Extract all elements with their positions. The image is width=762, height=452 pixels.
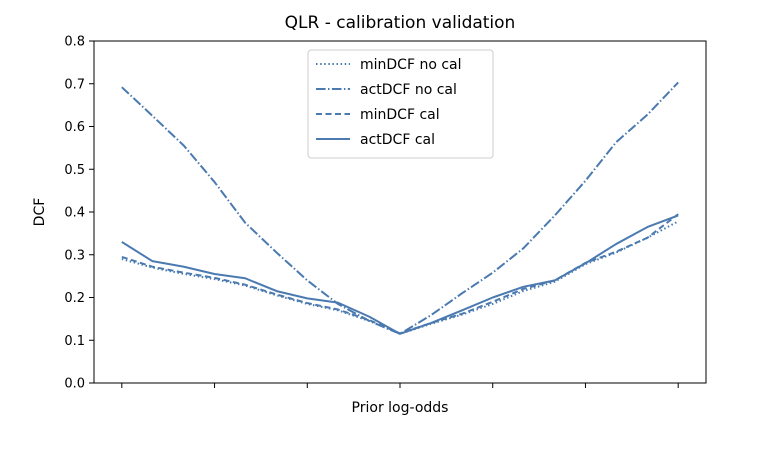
legend-label: actDCF cal [360,132,435,148]
plot-area-frame [93,40,707,384]
legend-label: actDCF no cal [360,82,457,98]
y-tick-label: 0.8 [64,35,85,50]
y-tick-label: 0.6 [64,120,85,135]
y-tick-label: 0.4 [64,206,85,221]
y-axis-ticks: 0.0 0.1 0.2 0.3 0.4 0.5 0.6 0.7 0.8 [64,35,94,392]
series-line-actdcf-cal [121,214,679,335]
y-axis-title: DCF [32,198,48,227]
legend: minDCF no cal actDCF no cal minDCF cal actD… [307,49,494,159]
legend-label: minDCF cal [360,107,440,123]
series-line-mindcf-cal [121,213,679,335]
y-tick-label: 0.7 [64,77,85,92]
legend-label: minDCF no cal [360,57,462,73]
y-tick-label: 0.1 [64,334,85,349]
legend-box [307,49,494,159]
series-line-mindcf-no-cal [121,220,679,335]
chart-title: QLR - calibration validation [285,13,516,33]
series-lines [121,81,679,335]
y-tick-label: 0.5 [64,163,85,178]
y-tick-label: 0.0 [64,377,85,392]
y-tick-label: 0.2 [64,291,85,306]
x-axis-ticks [121,383,679,388]
series-line-actdcf-no-cal [121,81,679,335]
x-axis-title: Prior log-odds [352,400,449,416]
y-tick-label: 0.3 [64,248,85,263]
